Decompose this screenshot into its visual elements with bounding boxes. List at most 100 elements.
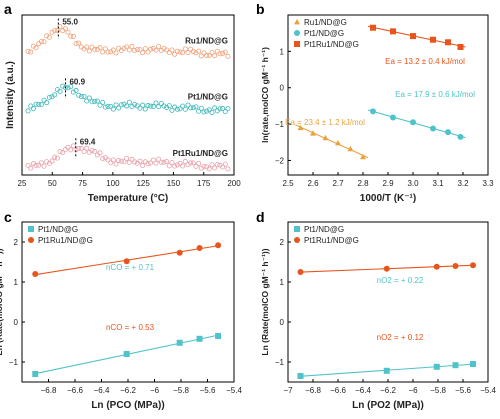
- data-point: [176, 339, 183, 346]
- y-axis-label: Intensity (a.u.): [5, 61, 16, 129]
- y-tick-label: −1: [9, 358, 19, 367]
- data-point: [215, 242, 222, 249]
- data-point: [164, 158, 170, 164]
- data-point: [124, 103, 130, 109]
- data-point: [108, 160, 114, 166]
- data-point: [370, 108, 376, 115]
- data-point: [108, 103, 114, 109]
- data-point: [68, 84, 74, 90]
- data-point: [116, 157, 122, 163]
- data-point: [102, 104, 108, 110]
- annotation: Ea = 23.4 ± 1.2 kJ/mol: [285, 118, 365, 127]
- data-point: [169, 47, 175, 53]
- data-point: [36, 162, 42, 168]
- data-point: [142, 106, 148, 112]
- data-point: [190, 105, 196, 111]
- data-point: [169, 107, 175, 113]
- panel-letter-a: a: [4, 1, 12, 17]
- data-point: [150, 104, 156, 110]
- data-point: [161, 103, 167, 109]
- data-point: [52, 28, 58, 34]
- data-point: [452, 263, 459, 269]
- x-tick-label: 2.9: [382, 179, 394, 188]
- y-tick-label: −1: [275, 120, 285, 129]
- data-point: [134, 47, 140, 53]
- series-Pt1/ND@G: nCO = + 0.71: [32, 263, 222, 377]
- data-point: [198, 53, 204, 59]
- data-point: [54, 155, 60, 161]
- data-point: [81, 93, 87, 99]
- data-point: [201, 163, 207, 169]
- data-point: [78, 94, 84, 100]
- data-point: [196, 108, 202, 114]
- data-point: [60, 83, 66, 89]
- data-point: [84, 145, 90, 151]
- data-point: [145, 103, 151, 109]
- data-point: [30, 106, 36, 112]
- data-point: [105, 157, 111, 163]
- annotation: Ea = 17.9 ± 0.6 kJ/mol: [395, 90, 475, 99]
- data-point: [129, 43, 135, 49]
- data-point: [410, 119, 416, 126]
- data-point: [129, 156, 135, 162]
- data-point: [176, 249, 183, 256]
- data-point: [430, 36, 436, 43]
- y-tick-label: 1: [280, 47, 285, 56]
- data-point: [209, 109, 215, 115]
- data-point: [57, 23, 63, 29]
- data-point: [470, 361, 476, 367]
- data-point: [153, 47, 159, 53]
- data-point: [193, 163, 199, 169]
- data-point: [49, 158, 55, 164]
- series-Pt1/ND@G: 60.9 Pt1/ND@G: [25, 77, 231, 115]
- data-point: [198, 165, 204, 171]
- y-tick-label: 2: [280, 238, 285, 247]
- data-point: [198, 105, 204, 111]
- data-point: [86, 48, 92, 54]
- data-point: [68, 147, 74, 153]
- data-point: [46, 34, 52, 40]
- data-point: [33, 101, 39, 107]
- data-point: [28, 103, 34, 109]
- legend-marker: [28, 226, 34, 232]
- data-point: [68, 33, 74, 39]
- data-point: [60, 150, 66, 156]
- data-point: [188, 160, 194, 166]
- data-point: [38, 101, 44, 107]
- panel-b: 2.5 2.6 2.7 2.8 2.9 3.0 3.1 3.2 3.3 −2 −1 0 1 1000/T …: [260, 14, 494, 204]
- data-point: [150, 157, 156, 163]
- series-label: Pt1/ND@G: [188, 93, 228, 102]
- x-tick-label: −6.6: [330, 386, 346, 395]
- data-point: [206, 107, 212, 113]
- data-point: [156, 156, 162, 162]
- annotation: nCO = + 0.71: [106, 263, 155, 272]
- legend-label: Pt1/ND@G: [304, 29, 344, 38]
- data-point: [383, 265, 390, 272]
- x-tick-label: −5.4: [226, 386, 242, 395]
- x-tick-label: −5.8: [173, 386, 189, 395]
- data-point: [182, 46, 188, 52]
- y-tick-label: −1: [275, 358, 285, 367]
- data-point: [92, 149, 98, 155]
- series-Ru1/ND@G: Ea = 23.4 ± 1.2 kJ/mol: [285, 118, 369, 160]
- data-point: [137, 105, 143, 111]
- data-point: [105, 49, 111, 55]
- data-point: [222, 161, 228, 167]
- data-point: [123, 258, 130, 265]
- data-point: [84, 44, 90, 50]
- data-point: [145, 161, 151, 167]
- x-tick-label: 3.3: [482, 179, 494, 188]
- data-point: [44, 100, 50, 106]
- data-point: [132, 47, 138, 53]
- x-tick-label: −5.6: [200, 386, 216, 395]
- data-point: [185, 102, 191, 108]
- data-point: [113, 161, 119, 167]
- x-tick-label: −6.2: [380, 386, 396, 395]
- legend-label: Pt1Ru1/ND@G: [304, 236, 359, 245]
- data-point: [209, 50, 215, 56]
- data-point: [452, 362, 459, 369]
- data-point: [62, 147, 68, 153]
- panel-c-frame: [21, 221, 235, 383]
- data-point: [89, 148, 95, 154]
